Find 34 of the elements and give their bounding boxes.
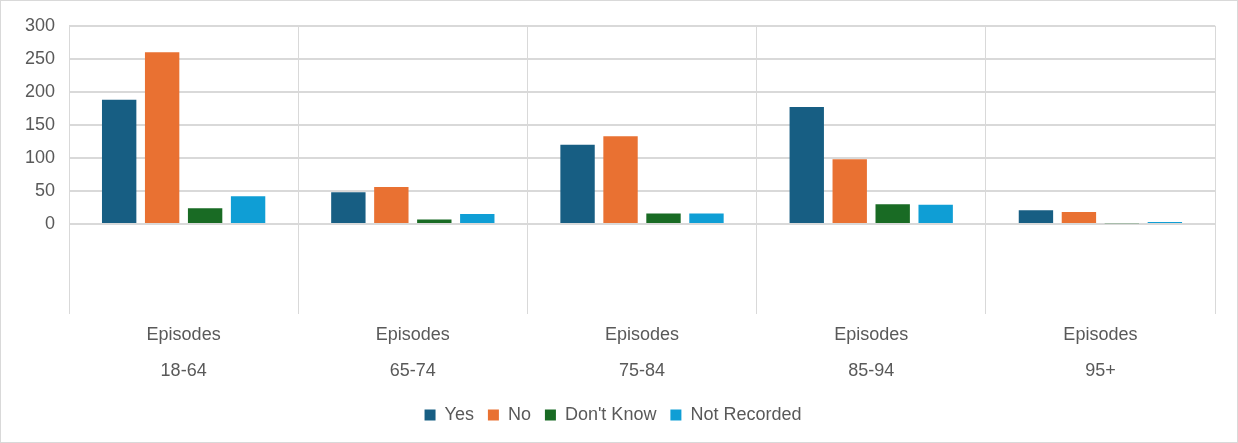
bar <box>918 204 953 223</box>
bar <box>1018 210 1054 223</box>
x-tick-label: Episodes 95+ <box>1063 323 1138 380</box>
y-tick-label: 200 <box>24 80 56 101</box>
bar <box>560 144 595 223</box>
y-tick-label: 50 <box>35 179 56 200</box>
x-tick-label: Episodes 75-84 <box>604 323 680 380</box>
y-tick-label: 300 <box>24 14 56 35</box>
bar <box>1061 212 1097 223</box>
bar <box>875 204 910 223</box>
x-tick-label: Episodes 65-74 <box>375 323 450 380</box>
bar <box>789 107 824 223</box>
y-tick-label: 150 <box>24 113 56 134</box>
bar <box>689 213 724 223</box>
bar <box>460 214 495 223</box>
legend-label: Yes <box>444 403 474 424</box>
bar <box>144 52 180 223</box>
y-tick-label: 250 <box>24 47 56 68</box>
x-tick-label: Episodes 85-94 <box>834 323 909 380</box>
bar <box>603 136 638 223</box>
bar <box>832 159 867 223</box>
legend-label: Don't Know <box>564 403 658 424</box>
y-tick-label: 100 <box>24 146 56 167</box>
legend-label: Not Recorded <box>690 403 802 424</box>
bar <box>101 99 137 223</box>
y-tick-label: 0 <box>45 212 56 233</box>
bar <box>417 219 452 223</box>
bar <box>187 208 223 223</box>
bar <box>374 187 409 223</box>
bar <box>230 196 266 223</box>
legend-label: No <box>507 403 531 424</box>
x-tick-label: Episodes 18-64 <box>146 323 221 380</box>
bar <box>331 192 366 223</box>
bar <box>646 213 681 223</box>
